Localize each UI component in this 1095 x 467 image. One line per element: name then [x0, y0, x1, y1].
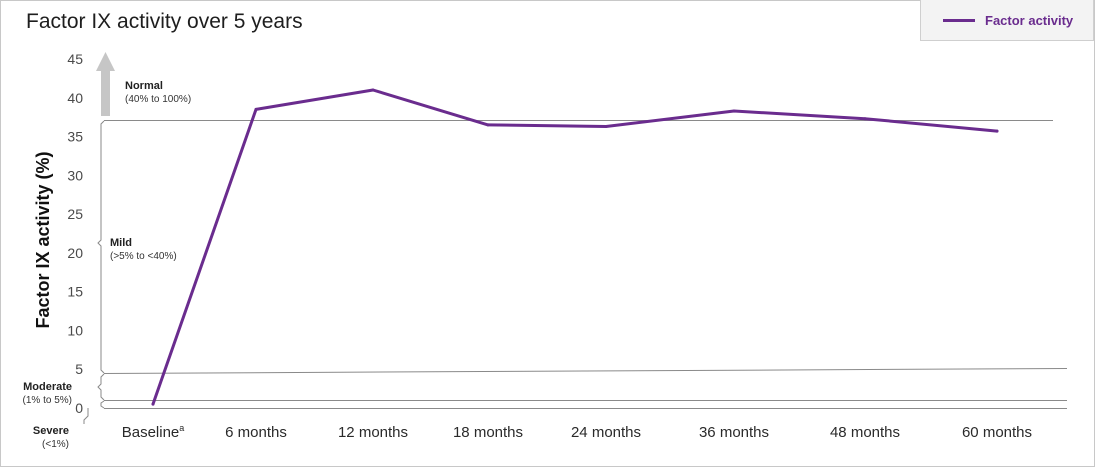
band-line-mild: [103, 368, 1068, 374]
data-point: [371, 88, 375, 92]
y-tick-label: 25: [67, 206, 83, 222]
y-tick-label: 10: [67, 322, 83, 338]
y-tick-label: 20: [67, 245, 83, 261]
y-tick-label: 5: [75, 361, 83, 377]
band-label-normal: Normal: [125, 80, 163, 92]
x-tick-label: 36 months: [699, 424, 769, 441]
x-tick-label: 12 months: [338, 424, 408, 441]
severe-bracket-tail: [83, 408, 89, 424]
band-range-severe: (<1%): [42, 439, 69, 450]
mild-bracket: [97, 120, 105, 374]
normal-arrow-shaft: [101, 69, 110, 116]
data-point: [254, 107, 258, 111]
band-range-normal: (40% to 100%): [125, 94, 191, 105]
x-tick-label: 6 months: [225, 424, 287, 441]
chart-title: Factor IX activity over 5 years: [26, 10, 303, 33]
data-point: [486, 123, 490, 127]
x-tick-label: 48 months: [830, 424, 900, 441]
moderate-bracket: [97, 373, 105, 401]
data-point: [995, 129, 999, 133]
band-label-severe: Severe: [33, 425, 69, 437]
band-range-moderate: (1% to 5%): [23, 395, 72, 406]
band-range-mild: (>5% to <40%): [110, 251, 177, 262]
data-point: [863, 117, 867, 121]
x-tick-label: Baselinea: [122, 423, 185, 441]
data-point: [604, 125, 608, 128]
y-tick-label: 30: [67, 167, 83, 183]
y-tick-label: 15: [67, 284, 83, 300]
series-line-factor-activity: [151, 88, 999, 406]
normal-arrow-icon: [96, 52, 115, 71]
x-tick-label: 18 months: [453, 424, 523, 441]
band-label-moderate: Moderate: [23, 381, 72, 393]
baseline-superscript: a: [179, 423, 184, 433]
legend: Factor activity: [920, 0, 1094, 41]
y-tick-label: 35: [67, 129, 83, 145]
y-tick-label: 40: [67, 90, 83, 106]
data-point: [151, 402, 155, 406]
y-axis-label: Factor IX activity (%): [33, 151, 53, 328]
x-tick-label: 24 months: [571, 424, 641, 441]
data-point: [732, 109, 736, 113]
x-tick-label: 60 months: [962, 424, 1032, 441]
band-label-mild: Mild: [110, 237, 132, 249]
legend-label: Factor activity: [985, 12, 1074, 28]
y-tick-label: 45: [67, 51, 83, 67]
y-tick-label: 0: [75, 400, 83, 416]
legend-swatch: [943, 18, 975, 22]
severe-bracket: [100, 400, 105, 409]
